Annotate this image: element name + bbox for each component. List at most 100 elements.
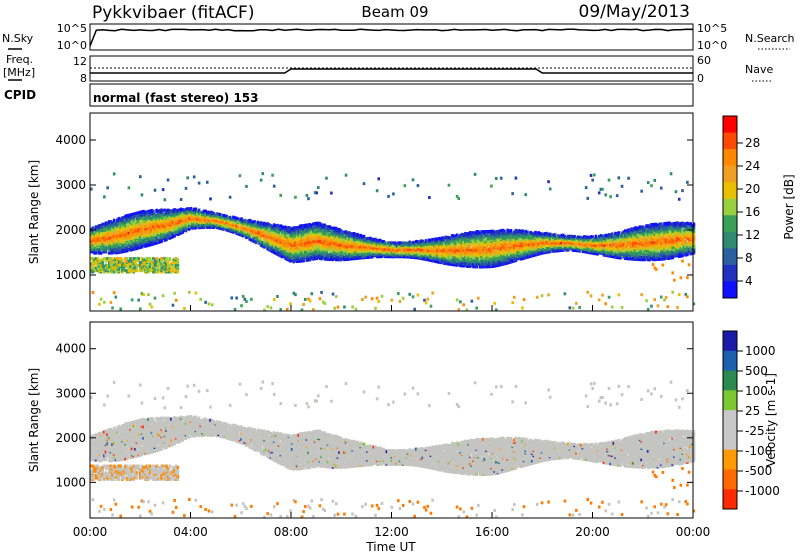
power-cell — [266, 305, 269, 309]
power-cell — [303, 223, 307, 227]
power-cell — [279, 250, 283, 254]
power-cell — [103, 195, 106, 199]
power-cell — [138, 229, 142, 233]
power-cell — [232, 220, 235, 224]
power-cell — [486, 229, 490, 233]
power-cell — [158, 227, 162, 231]
power-cell — [114, 245, 118, 249]
power-cell — [468, 255, 472, 259]
power-cell — [171, 229, 175, 233]
power-cell — [436, 237, 439, 241]
power-cell — [398, 299, 402, 303]
power-cell — [166, 226, 170, 230]
power-cell — [96, 227, 100, 231]
power-cell — [382, 245, 385, 249]
power-cell — [259, 178, 263, 182]
power-cell — [140, 241, 144, 245]
power-cell — [367, 236, 371, 240]
power-cell — [142, 265, 145, 269]
power-cell — [250, 297, 253, 301]
power-cell — [370, 237, 374, 241]
power-cell — [339, 248, 343, 252]
power-cell — [303, 241, 307, 245]
power-cell — [220, 214, 224, 218]
power-cell — [114, 258, 118, 262]
power-cell — [491, 233, 495, 237]
power-cell — [135, 228, 139, 232]
power-cell — [222, 213, 225, 217]
power-cell — [143, 262, 147, 266]
power-cell — [455, 262, 459, 266]
power-cell — [116, 259, 119, 263]
power-cell — [333, 226, 336, 230]
power-cell — [165, 267, 168, 271]
power-cell — [428, 195, 431, 199]
power-cell — [354, 236, 358, 240]
power-cell — [114, 226, 118, 230]
power-cell — [137, 257, 140, 260]
power-cell — [485, 262, 488, 266]
power-cell — [418, 240, 421, 244]
power-cell — [276, 228, 279, 232]
power-cell — [161, 215, 165, 219]
power-cell — [287, 233, 291, 237]
power-cell — [132, 241, 136, 245]
power-cell — [183, 307, 186, 311]
power-cell — [362, 182, 366, 186]
power-cell — [143, 258, 147, 262]
power-cell — [271, 224, 274, 228]
power-cell — [161, 294, 165, 298]
power-cell — [196, 212, 199, 216]
power-cell — [333, 250, 336, 254]
power-cell — [413, 307, 416, 311]
power-cell — [165, 234, 168, 238]
power-cell — [352, 238, 356, 242]
power-cell — [343, 255, 346, 259]
power-cell — [359, 233, 363, 237]
power-cell — [446, 256, 449, 260]
power-cell — [308, 223, 312, 227]
power-cell — [155, 270, 158, 274]
power-cell — [352, 242, 356, 246]
power-cell — [248, 235, 252, 239]
power-cell — [130, 220, 134, 224]
power-cell — [138, 261, 142, 265]
power-cell — [359, 255, 363, 259]
power-cell — [168, 216, 171, 220]
power-cell — [454, 234, 457, 238]
power-cell — [495, 242, 498, 246]
power-cell — [370, 297, 374, 301]
power-cell — [160, 208, 163, 212]
power-cell — [493, 233, 496, 237]
power-cell — [272, 223, 276, 227]
power-cell — [155, 232, 158, 236]
power-cell — [463, 262, 467, 266]
power-cell — [205, 180, 209, 184]
power-cell — [130, 248, 134, 252]
power-cell — [344, 255, 348, 259]
power-cell — [338, 243, 341, 247]
power-cell — [99, 234, 103, 238]
power-cell — [202, 215, 206, 219]
power-cell — [295, 232, 299, 236]
power-cell — [289, 302, 292, 306]
power-cell — [431, 237, 434, 241]
noise-right-label: N.Search — [745, 32, 795, 45]
power-cell — [160, 257, 163, 260]
power-cell — [334, 256, 338, 260]
power-cell — [429, 304, 433, 308]
power-cell — [375, 189, 379, 193]
power-cell — [109, 220, 113, 224]
power-cell — [142, 292, 145, 296]
power-cell — [127, 247, 131, 251]
power-cell — [423, 241, 426, 245]
power-cell — [413, 240, 416, 244]
power-cell — [339, 229, 343, 233]
power-cell — [170, 269, 173, 273]
power-cell — [152, 229, 155, 233]
power-cell — [491, 229, 495, 233]
power-cell — [254, 222, 258, 226]
power-cell — [277, 251, 281, 255]
power-cell — [411, 240, 415, 244]
power-cell — [192, 222, 196, 226]
